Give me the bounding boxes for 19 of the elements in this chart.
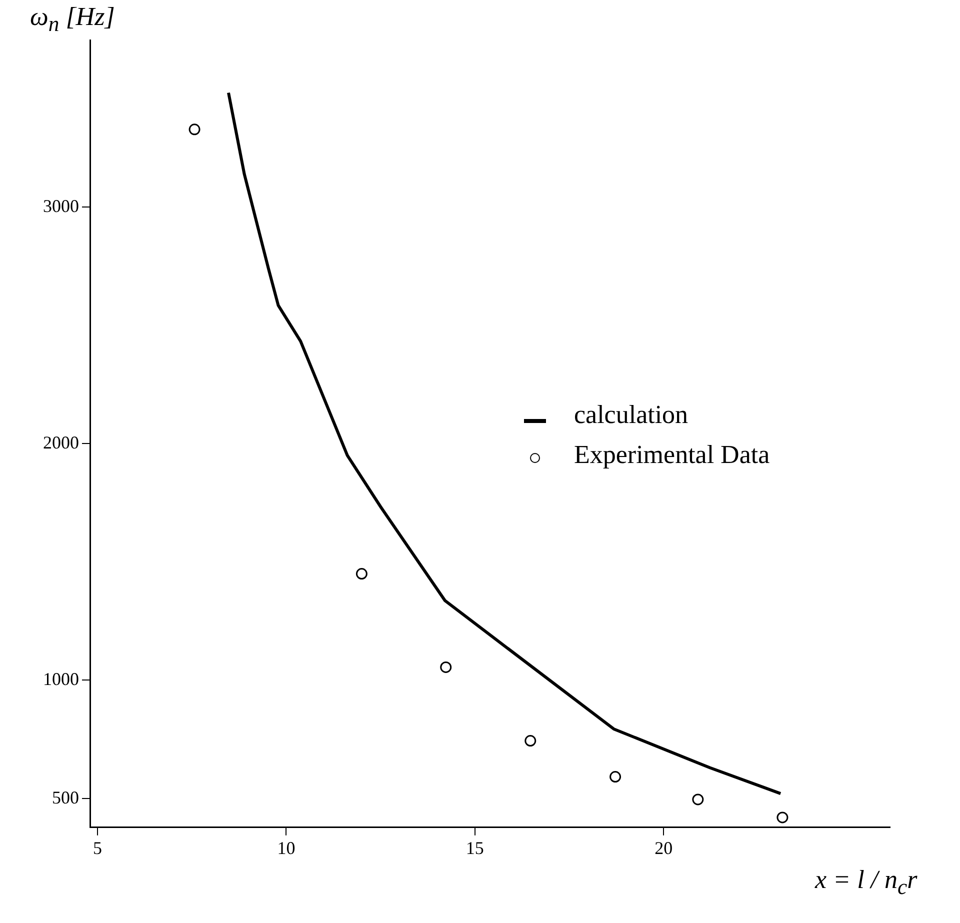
- x-tick-label: 10: [277, 838, 296, 858]
- y-tick-label: 1000: [43, 668, 79, 689]
- point: [524, 735, 536, 747]
- point: [610, 771, 622, 783]
- y-tick-label: 3000: [43, 196, 79, 216]
- point: [692, 794, 704, 806]
- y-axis-title: ω$_{n}$ [Hz]: [30, 2, 115, 38]
- x-axis-title: x = l / n$_{c}$r: [815, 865, 918, 900]
- x-tick-label: 5: [93, 838, 102, 858]
- y-tick-label: 2000: [43, 432, 79, 452]
- x-tick-label: 15: [466, 838, 484, 858]
- x-tick-label: 20: [654, 838, 673, 858]
- point: [776, 812, 788, 824]
- legend-label: Experimental Data: [574, 440, 770, 470]
- point: [188, 124, 200, 136]
- y-tick-label: 500: [52, 787, 79, 808]
- legend-label: calculation: [574, 400, 688, 430]
- point: [440, 661, 452, 673]
- point: [356, 568, 368, 580]
